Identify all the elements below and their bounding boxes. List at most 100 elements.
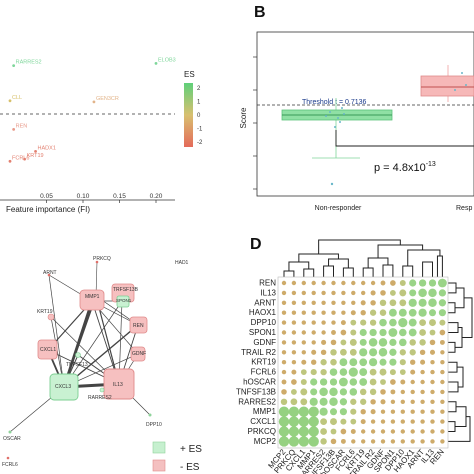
panel-d-dot [320,349,327,356]
node-prkcq-label: PRKCQ [93,256,111,262]
node-il13-label: IL13 [113,382,123,388]
dendro-branch [328,258,349,268]
panel-d-dot [329,378,338,386]
panel-a-point-label: KRT19 [27,153,44,159]
node-spon1 [116,295,130,308]
dendro-branch [462,297,473,338]
dendro-branch [457,366,464,388]
panel-d-dot [311,330,316,335]
node-spon1-label: SPON1 [116,298,132,303]
panel-d-dot [350,310,356,316]
dendro-branch [283,270,295,277]
panel-d-row-label: ARNT [254,298,276,307]
panel-d-dot [390,389,396,395]
panel-d-dot [329,397,338,407]
panel-d-dot [430,389,435,395]
panel-d-dot [399,299,407,307]
panel-d-dot [359,338,367,346]
panel-d-dot [340,320,346,326]
panel-d-row-label: GDNF [253,338,276,347]
panel-d-dot [368,338,378,347]
dendro-branch [455,406,467,428]
panel-d-dot [291,290,297,296]
panel-d-dot [301,330,306,335]
dendro-branch [303,268,315,277]
panel-a-point-label: FCRL6 [12,155,29,161]
panel-d-dot [319,387,328,397]
panel-a-point [34,150,37,153]
panel-d-dot [311,300,316,305]
panel-d-dot [360,409,366,415]
panel-d-dot [288,426,300,437]
panel-d-dot [420,369,425,375]
panel-d-dot [329,387,338,397]
panel-b-y-ticks [253,56,257,190]
non-responder-points [325,107,345,186]
panel-b-significance-bracket [335,130,474,147]
panel-d-dot [340,428,347,435]
panel-a-legend-tick: -1 [197,127,203,133]
panel-d-dot [369,368,377,376]
panel-d-dot [409,349,416,356]
panel-d-dot [409,339,416,346]
panel-d-dot [319,407,328,416]
panel-d-dot [430,409,435,414]
panel-d-dot [341,300,346,305]
dendro-branch [448,421,456,432]
panel-d-dot [428,279,437,287]
dendro-branch [448,416,471,442]
panel-d-dot [311,290,316,296]
panel-d-dot [389,318,397,327]
panel-d-dot [338,377,348,387]
panel-a-legend-tick: 1 [197,100,201,106]
panel-a-point [8,159,12,163]
panel-a-x-tick-label: 0.15 [113,193,126,200]
panel-d-dot [331,310,336,315]
panel-d-dot [321,310,326,315]
panel-b-cat-non-responder: Non-responder [315,205,362,212]
panel-d-dot [361,429,366,434]
panel-a-point [12,127,16,131]
panel-d-dot [389,338,397,347]
panel-b-frame [256,31,474,197]
panel-d-dot [281,320,287,325]
panel-d-row-label: REN [259,279,276,288]
panel-d-dot [321,290,326,296]
panel-d-dot [379,299,387,307]
panel-a-x-ticks: 0.05 0.10 0.15 0.20 [40,193,163,203]
panel-d-dot [400,379,406,385]
node-had1-label: HAD1 [175,260,189,266]
panel-d-dot [439,329,446,336]
panel-d-dot [360,300,366,306]
panel-d-dot [291,350,297,355]
panel-d-row-label: CXCL1 [250,417,276,426]
panel-d-dot [439,339,445,345]
legend-plus-es-swatch [152,441,166,454]
dendro-branch [288,261,310,271]
panel-d-dot [359,368,368,377]
panel-d-dot [359,348,368,357]
panel-d-dot [379,368,387,376]
panel-d-dot [438,309,446,317]
panel-d-dot [340,438,346,444]
node-oscar-label: OSCAR [3,436,21,442]
panel-d-row-label: TNFSF13B [236,387,276,396]
panel-d-dot [428,309,437,317]
node-mmp1-label: MMP1 [85,294,100,300]
panel-d-dot [301,290,306,296]
panel-d-dot [440,350,445,355]
panel-d-dot [300,379,307,385]
panel-d-dot [349,338,357,346]
panel-d-dot [410,369,416,375]
panel-d-dot [301,310,306,315]
panel-d-dot [331,280,336,286]
panel-d-dot [369,328,377,337]
node-gdnf-label: GDNF [132,351,146,357]
panel-d-dot [378,338,388,347]
panel-d-dot [291,379,297,385]
panel-d-dot [301,280,306,286]
dendro-branch [382,264,394,277]
panel-d-dot [379,318,387,327]
panel-d-dot [320,418,327,425]
panel-d-dot [400,389,405,395]
